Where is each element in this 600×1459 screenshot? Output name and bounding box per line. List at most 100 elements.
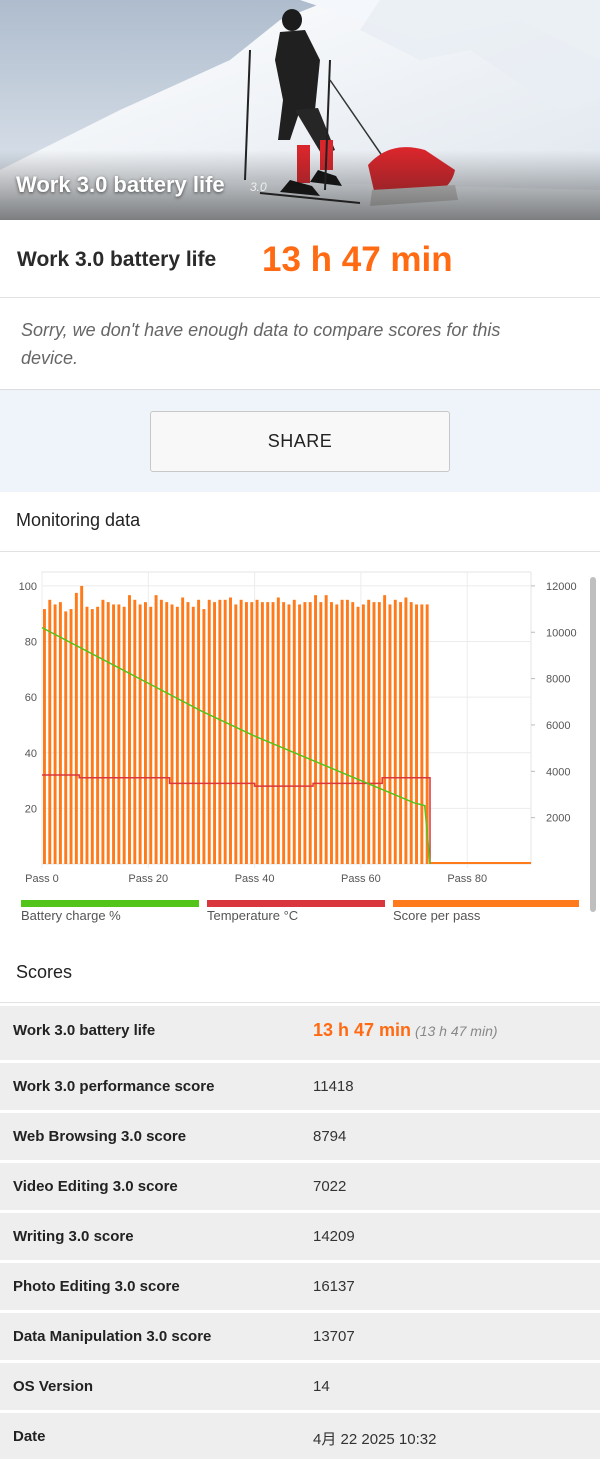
score-bar	[372, 602, 376, 864]
score-bar	[425, 604, 429, 864]
hero-shade	[0, 150, 600, 220]
score-bar	[287, 604, 291, 864]
score-bar	[138, 604, 142, 864]
legend-label: Temperature °C	[207, 908, 299, 923]
right-tick-label: 12000	[546, 581, 577, 593]
table-row: Video Editing 3.0 score 7022	[0, 1163, 600, 1210]
score-bar	[255, 599, 259, 864]
score-value: 14209	[313, 1228, 355, 1245]
score-value: 11418	[313, 1078, 354, 1095]
score-bar	[101, 599, 105, 864]
score-bar	[223, 599, 227, 864]
monitoring-title: Monitoring data	[16, 510, 141, 530]
score-bar	[58, 602, 62, 864]
score-value-detail: (13 h 47 min)	[415, 1023, 498, 1039]
score-value: 4月 22 2025 10:32	[313, 1428, 436, 1449]
score-bar	[74, 592, 78, 864]
x-tick-label: Pass 60	[341, 873, 381, 885]
score-bar	[197, 599, 201, 864]
score-bar	[112, 604, 116, 864]
score-bar	[122, 606, 126, 864]
score-bar	[351, 602, 355, 864]
left-tick-label: 100	[19, 581, 37, 593]
score-bar	[393, 599, 397, 864]
score-name: Work 3.0 battery life	[13, 1022, 156, 1039]
x-tick-label: Pass 0	[25, 873, 59, 885]
legend-label: Score per pass	[393, 908, 481, 923]
score-bar	[383, 595, 387, 864]
table-row: OS Version 14	[0, 1363, 600, 1410]
scrollbar[interactable]	[590, 577, 596, 912]
table-row: Work 3.0 performance score 11418	[0, 1063, 600, 1110]
score-bar	[133, 599, 137, 864]
score-bar	[330, 602, 333, 864]
score-bar	[128, 595, 131, 864]
score-value-text: 14209	[313, 1228, 355, 1245]
score-bar	[191, 606, 195, 864]
score-value-text: 11418	[313, 1078, 354, 1095]
hero-title: Work 3.0 battery life	[16, 172, 225, 197]
score-name: Writing 3.0 score	[13, 1228, 134, 1245]
monitoring-card: Monitoring data 20 40 60 80 100 2000 4000 6000 8…	[0, 492, 600, 1459]
score-name: Web Browsing 3.0 score	[13, 1128, 187, 1145]
score-bar	[271, 602, 275, 864]
x-tick-label: Pass 40	[235, 873, 275, 885]
scores-title: Scores	[16, 962, 73, 982]
legend-item[interactable]: Temperature °C	[207, 900, 385, 923]
score-value-text: 14	[313, 1378, 330, 1395]
score-bar	[239, 599, 243, 864]
score-bar	[415, 604, 418, 864]
table-row: Date 4月 22 2025 10:32	[0, 1413, 600, 1459]
score-name: Photo Editing 3.0 score	[13, 1278, 180, 1295]
plot-area	[41, 571, 532, 865]
result-label: Work 3.0 battery life	[17, 248, 217, 271]
score-bar	[314, 595, 317, 864]
temperature-line	[42, 774, 431, 864]
legend-item[interactable]: Score per pass	[393, 900, 579, 923]
legend-swatch	[207, 900, 385, 907]
score-bar	[175, 606, 179, 864]
score-bar	[213, 602, 217, 864]
score-bar	[276, 597, 280, 864]
score-bar	[340, 599, 344, 864]
score-bar	[420, 604, 424, 864]
score-value-text: 7022	[313, 1178, 347, 1195]
scores-table: Work 3.0 battery life 13 h 47 min (13 h 47…	[0, 1006, 600, 1459]
score-value: 16137	[313, 1278, 355, 1295]
score-bar	[159, 599, 163, 864]
score-bar	[409, 602, 413, 864]
score-bar	[90, 609, 94, 864]
legend-item[interactable]: Battery charge %	[21, 900, 199, 923]
left-tick-label: 60	[25, 692, 37, 704]
score-bar	[186, 602, 190, 864]
score-name: Work 3.0 performance score	[13, 1078, 215, 1095]
left-tick-label: 40	[25, 748, 37, 760]
table-row: Photo Editing 3.0 score 16137	[0, 1263, 600, 1310]
right-tick-label: 10000	[546, 627, 577, 639]
share-button[interactable]: SHARE	[150, 411, 450, 472]
x-tick-label: Pass 80	[447, 873, 487, 885]
score-name: OS Version	[13, 1378, 94, 1395]
divider	[0, 551, 600, 552]
hero-version: 3.0	[250, 180, 267, 194]
score-bar	[207, 599, 211, 864]
score-bar	[377, 602, 381, 864]
score-value: 13707	[313, 1328, 355, 1345]
score-bar	[282, 602, 286, 864]
score-bar	[345, 599, 349, 864]
score-bar	[303, 602, 307, 864]
score-value-text: 8794	[313, 1128, 347, 1145]
score-bar	[361, 604, 365, 864]
score-bar	[170, 604, 174, 864]
score-bar	[48, 599, 52, 864]
score-bar	[292, 599, 296, 864]
x-tick-label: Pass 20	[128, 873, 168, 885]
score-bar	[244, 602, 248, 864]
score-bar	[404, 597, 408, 864]
score-bar	[229, 597, 232, 864]
score-bar	[43, 609, 46, 864]
score-bar	[69, 609, 73, 864]
score-bar	[388, 604, 392, 864]
score-bar	[324, 595, 328, 864]
right-tick-label: 8000	[546, 674, 570, 686]
